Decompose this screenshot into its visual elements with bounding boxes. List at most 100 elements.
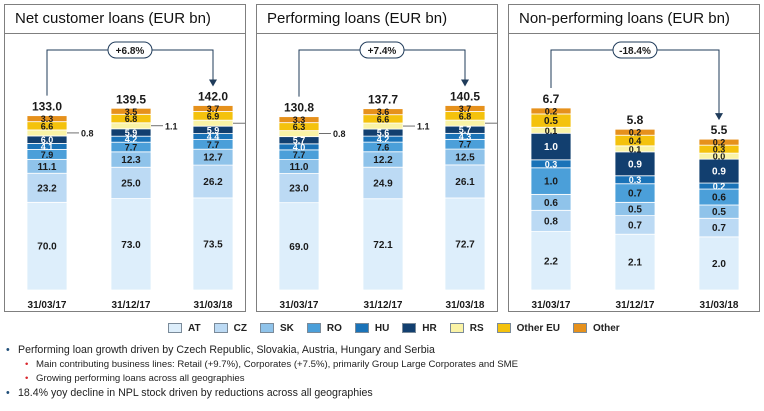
data-label-hr: 0.9 [628,159,642,170]
bar-segment-other [110,107,152,115]
data-label-hr: 5.6 [377,128,390,138]
legend-item-hr: HR [402,322,437,334]
data-label-other-eu: 6.6 [377,114,390,124]
data-label-hu: 4.3 [459,132,472,142]
arrow-head-icon [461,79,469,87]
data-label-hr: 5.7 [459,125,472,135]
data-label-other: 3.7 [207,104,220,114]
data-label-ro: 7.7 [125,143,138,153]
data-label-rs: 0.0 [713,152,726,162]
data-label-other: 3.3 [293,115,306,125]
chart-legend: AT CZ SK RO HU HR RS Other EU Other [168,320,633,336]
data-label-rs: 0.1 [629,144,642,154]
legend-item-ro: RO [306,323,342,334]
data-label-other-eu: 6.3 [293,122,306,132]
data-label-cz: 23.0 [289,184,309,195]
data-label-other: 3.7 [459,104,472,114]
total-label: 133.0 [32,100,62,114]
data-label-ro: 7.7 [293,150,306,160]
bullet-note: • 18.4% yoy decline in NPL stock driven b… [6,387,373,399]
data-label-cz: 25.0 [121,178,141,189]
data-label-hu: 0.3 [629,175,642,185]
commentary: • Performing loan growth driven by Czech … [6,343,756,401]
data-label-sk: 12.5 [455,153,475,164]
bar-segment-cz [192,164,234,199]
legend-label: AT [188,322,201,334]
data-label-ro: 7.9 [41,150,54,160]
legend-label: Other [593,322,620,334]
data-label-rs: 0.8 [81,128,94,138]
bullet-icon: • [25,359,29,370]
data-label-ro: 7.7 [207,140,220,150]
non-performing-loans-chart: 2.20.80.61.00.31.00.10.50.26.731/03/172.… [530,41,740,311]
bullet-icon: • [6,387,10,399]
growth-arrow [550,49,720,116]
data-label-other: 0.2 [545,106,558,116]
data-label-at: 69.0 [289,242,309,253]
data-label-hu: 0.2 [713,182,726,192]
total-label: 6.7 [543,92,560,106]
total-label: 140.5 [450,90,480,104]
legend-label: RS [469,322,484,334]
data-label-sk: 0.5 [628,204,642,215]
legend-item-other-eu: Other EU [496,322,560,334]
legend-item-other: Other [573,323,620,334]
legend-item-rs: RS [449,322,484,334]
bar-segment-ro [530,167,572,195]
bullet-icon: • [6,344,10,356]
data-label-other-eu: 0.5 [544,116,558,127]
data-label-rs: 1.1 [417,122,430,132]
data-label-ro: 7.6 [377,142,390,152]
chart-title: Performing loans (EUR bn) [257,5,497,34]
legend-swatch [306,323,321,333]
legend-label: CZ [233,322,247,334]
data-label-ro: 0.7 [628,189,642,200]
growth-label: +6.8% [116,46,145,57]
legend-item-at: AT [168,323,201,334]
bar-segment-other [192,105,234,112]
data-label-other-eu: 6.9 [207,111,220,121]
legend-label: HR [422,322,437,334]
legend-swatch [168,323,182,333]
bar-segment-other [362,108,404,116]
legend-label: Other EU [516,322,560,334]
data-label-cz: 26.2 [203,177,223,188]
data-label-other-eu: 6.6 [41,121,54,131]
bar-segment-other [698,138,740,146]
panel-non-performing-loans: Non-performing loans (EUR bn) 2.2 0.8 0.6 1… [508,4,760,312]
bar-segment-at [362,198,404,291]
data-label-cz: 24.9 [373,178,393,189]
data-label-hu: 4.0 [293,142,306,152]
panel-net-customer-loans: Net customer loans (EUR bn) 70.0 23.2 11.1… [4,4,246,312]
category-label: 31/03/17 [532,300,571,311]
bar-segment-cz [110,166,152,199]
bar-segment-cz [444,164,486,199]
bar-segment-other [530,107,572,115]
category-label: 31/03/18 [446,300,485,311]
data-label-other-eu: 6.8 [459,111,472,121]
data-label-other-eu: 0.4 [629,136,642,146]
data-label-hr: 1.0 [544,142,558,153]
category-label: 31/12/17 [364,300,403,311]
growth-label: -18.4% [619,46,651,57]
legend-item-hu: HU [354,323,389,334]
bar-segment-cz [26,172,68,203]
data-label-other: 3.3 [41,114,54,124]
data-label-other-eu: 0.3 [713,145,726,155]
data-label-ro: 7.7 [459,140,472,150]
total-label: 130.8 [284,101,314,115]
data-label-hr: 0.9 [712,167,726,178]
data-label-hr: 5.9 [207,125,220,135]
data-label-at: 73.0 [121,240,141,251]
data-label-hu: 0.3 [545,159,558,169]
data-label-hu: 4.1 [41,142,54,152]
bar-segment-at [26,201,68,291]
arrow-head-icon [209,79,217,87]
category-label: 31/03/18 [700,300,739,311]
data-label-at: 72.1 [373,240,393,251]
total-label: 5.8 [627,113,644,127]
data-label-rs: 1.1 [165,121,178,131]
data-label-sk: 0.5 [712,207,726,218]
data-label-cz: 23.2 [37,183,57,194]
